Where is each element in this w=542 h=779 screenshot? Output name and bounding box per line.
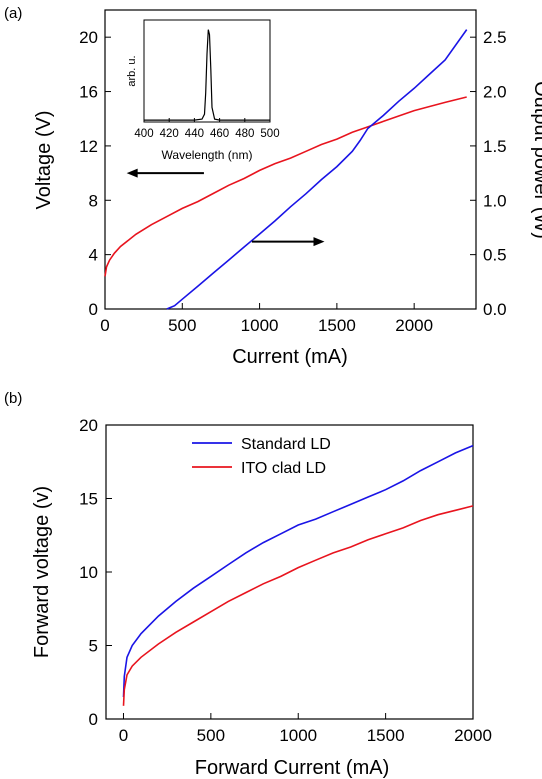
inset-spectrum-line — [144, 29, 270, 121]
panel-a-arrow-left — [126, 168, 204, 178]
inset-x-tick-label: 400 — [134, 128, 153, 140]
panel-a-arrows — [126, 168, 325, 247]
legend-item-1: Standard LD — [192, 436, 331, 453]
inset-x-tick-label: 480 — [235, 128, 254, 140]
panel-a-right-tick-label: 0.5 — [483, 246, 507, 265]
panel-a: (a) 0 500 1000 1500 2000 0 4 8 12 16 20 0.0 0.5 1.0 1.… — [4, 5, 542, 368]
inset-x-tick-label: 460 — [210, 128, 229, 140]
inset-x-axis-label: Wavelength (nm) — [162, 148, 253, 162]
panel-a-series-line-right — [166, 29, 468, 310]
panel-b-legend: Standard LD ITO clad LD — [192, 436, 331, 477]
panel-a-arrow-right — [251, 237, 325, 247]
panel-b-y-tick-label: 0 — [89, 710, 98, 729]
inset-series — [144, 29, 270, 121]
inset-x-tick-label: 420 — [160, 128, 179, 140]
panel-a-x-tick-label: 500 — [168, 316, 196, 335]
panel-a-left-tick-label: 12 — [79, 137, 98, 156]
panel-b-x-tick-label: 1000 — [279, 726, 317, 745]
panel-a-inset: 400 420 440 460 480 500 Wavelength (nm) arb. … — [126, 19, 280, 162]
panel-b-ticks: 0 500 1000 1500 2000 0 5 10 15 20 — [79, 416, 492, 745]
panel-b-y-tick-label: 15 — [79, 490, 98, 509]
panel-a-right-tick-label: 2.0 — [483, 83, 507, 102]
panel-a-left-axis-label: Voltage (V) — [33, 111, 55, 210]
panel-a-series-line-left — [104, 96, 467, 277]
panel-a-right-tick-label: 1.5 — [483, 137, 507, 156]
panel-a-x-tick-label: 1500 — [318, 316, 356, 335]
panel-a-x-tick-label: 0 — [100, 316, 109, 335]
panel-b-series — [122, 444, 474, 706]
panel-b-x-tick-label: 1500 — [367, 726, 405, 745]
panel-b-y-axis-label: Forward voltage (v) — [31, 486, 53, 658]
panel-a-right-tick-label: 2.5 — [483, 28, 507, 47]
panel-b-x-tick-label: 2000 — [454, 726, 492, 745]
panel-a-x-tick-label: 1000 — [241, 316, 279, 335]
panel-a-right-axis-label: Output power (W) — [530, 81, 542, 239]
panel-a-label: (a) — [4, 5, 22, 22]
panel-b-label: (b) — [4, 390, 22, 407]
panel-a-right-tick-label: 1.0 — [483, 191, 507, 210]
panel-a-left-tick-label: 16 — [79, 83, 98, 102]
panel-b-x-tick-label: 0 — [119, 726, 128, 745]
panel-a-left-tick-label: 8 — [89, 191, 98, 210]
panel-a-frame — [104, 9, 477, 310]
inset-x-tick-label: 500 — [260, 128, 279, 140]
legend-label: Standard LD — [241, 436, 331, 453]
panel-b-series-line-2 — [122, 505, 474, 706]
panel-a-x-axis-label: Current (mA) — [232, 346, 348, 368]
panel-a-left-tick-label: 20 — [79, 28, 98, 47]
inset-y-axis-label: arb. u. — [126, 55, 138, 86]
inset-x-tick-label: 440 — [185, 128, 204, 140]
panel-b-x-axis-label: Forward Current (mA) — [195, 757, 389, 779]
panel-b: (b) 0 500 1000 1500 2000 0 5 10 15 20 Standard LD… — [4, 390, 492, 779]
panel-a-series — [104, 29, 468, 310]
panel-a-right-tick-label: 0.0 — [483, 300, 507, 319]
legend-item-2: ITO clad LD — [192, 460, 326, 477]
panel-b-y-tick-label: 20 — [79, 416, 98, 435]
panel-a-x-tick-label: 2000 — [395, 316, 433, 335]
panel-a-left-tick-label: 0 — [89, 300, 98, 319]
panel-a-ticks: 0 500 1000 1500 2000 0 4 8 12 16 20 0.0 0.5 1.0 1.5 2.0… — [79, 28, 507, 335]
panel-b-y-tick-label: 5 — [89, 637, 98, 656]
panel-b-series-line-1 — [122, 444, 474, 698]
legend-label: ITO clad LD — [241, 460, 326, 477]
panel-a-left-tick-label: 4 — [89, 246, 98, 265]
panel-b-x-tick-label: 500 — [197, 726, 225, 745]
panel-b-y-tick-label: 10 — [79, 563, 98, 582]
